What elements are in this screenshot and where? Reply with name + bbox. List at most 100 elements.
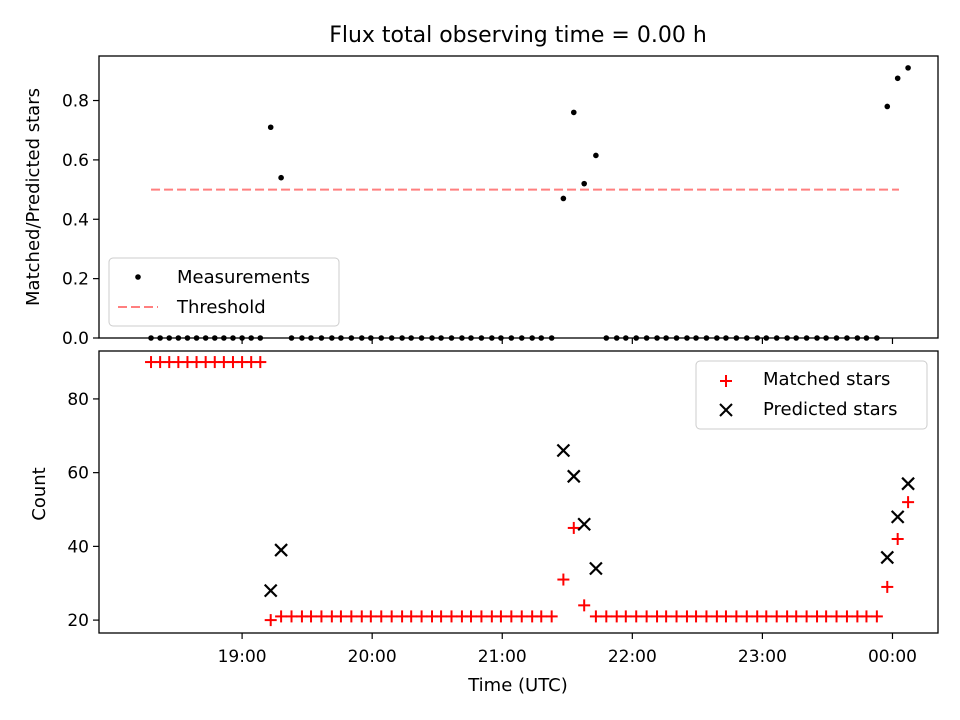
top-y-ticks: 0.0 0.2 0.4 0.6 0.8 xyxy=(62,92,99,349)
matched-stars-point xyxy=(881,580,894,593)
predicted-stars-point xyxy=(577,517,591,532)
x-tick-label: 00:00 xyxy=(868,647,917,667)
matched-stars-point xyxy=(545,610,558,623)
measurement-point xyxy=(581,180,587,187)
bottom-marks xyxy=(145,356,915,627)
matched-stars-point xyxy=(730,610,743,623)
matched-stars-point xyxy=(465,610,478,623)
top-y-axis-label: Matched/Predicted stars xyxy=(23,88,44,306)
legend-matched-marker xyxy=(720,375,732,387)
matched-stars-point xyxy=(640,610,653,623)
matched-stars-point xyxy=(415,610,428,623)
predicted-stars-point xyxy=(567,469,581,484)
matched-stars-point xyxy=(305,610,318,623)
predicted-stars-point xyxy=(263,583,278,598)
matched-stars-point xyxy=(254,356,267,369)
predicted-stars-point xyxy=(890,510,905,524)
bottom-axes-frame xyxy=(98,350,939,634)
matched-stars-point xyxy=(315,610,328,623)
matched-stars-point xyxy=(840,610,853,623)
y-tick-label: 0.0 xyxy=(62,329,89,349)
matched-stars-point xyxy=(589,610,602,623)
legend-threshold-label: Threshold xyxy=(176,297,266,318)
measurement-point xyxy=(884,103,891,110)
bottom-y-ticks: 20 40 60 80 xyxy=(67,390,99,631)
matched-stars-point xyxy=(567,521,580,534)
matched-stars-point xyxy=(660,610,673,623)
matched-stars-point xyxy=(619,610,632,623)
matched-stars-point xyxy=(435,610,448,623)
bottom-legend: Matched stars Predicted stars xyxy=(695,360,928,430)
matched-stars-point xyxy=(830,610,843,623)
matched-stars-point xyxy=(385,610,398,623)
bottom-legend-box xyxy=(695,360,928,430)
matched-stars-point xyxy=(445,610,458,623)
legend-measurements-marker xyxy=(135,274,141,280)
x-tick-label: 19:00 xyxy=(218,647,267,667)
matched-stars-point xyxy=(505,610,518,623)
top-legend: Measurements Threshold xyxy=(108,257,340,327)
matched-stars-point xyxy=(870,610,883,623)
y-tick-label: 80 xyxy=(67,390,89,410)
x-tick-label: 23:00 xyxy=(738,647,787,667)
bottom-y-axis-label: Count xyxy=(29,467,50,520)
legend-predicted-marker xyxy=(719,403,733,417)
y-tick-label: 0.4 xyxy=(62,210,89,230)
matched-stars-point xyxy=(285,610,298,623)
x-tick-label: 20:00 xyxy=(348,647,397,667)
matched-stars-point xyxy=(690,610,703,623)
predicted-stars-point xyxy=(274,543,288,557)
y-tick-label: 40 xyxy=(67,537,89,557)
predicted-stars-point xyxy=(880,550,895,565)
y-tick-label: 60 xyxy=(67,464,89,484)
chart-title: Flux total observing time = 0.00 h xyxy=(329,23,707,48)
measurement-point xyxy=(560,195,567,202)
matched-stars-point xyxy=(535,610,548,623)
measurement-point xyxy=(570,109,577,116)
y-tick-label: 0.6 xyxy=(62,151,89,171)
matched-stars-point xyxy=(770,610,783,623)
matched-stars-point xyxy=(700,610,713,623)
x-tick-label: 22:00 xyxy=(608,647,657,667)
measurement-point xyxy=(267,124,274,131)
predicted-stars-point xyxy=(556,443,571,458)
measurement-point xyxy=(894,75,901,82)
matched-stars-point xyxy=(364,610,377,623)
matched-stars-point xyxy=(494,610,507,623)
top-x-ticks xyxy=(241,338,894,344)
legend-predicted-label: Predicted stars xyxy=(763,399,897,420)
y-tick-label: 0.8 xyxy=(62,92,89,112)
matched-stars-point xyxy=(790,610,803,623)
matched-stars-point xyxy=(902,496,915,509)
matched-stars-point xyxy=(630,610,643,623)
matched-stars-point xyxy=(405,610,418,623)
matched-stars-point xyxy=(345,610,358,623)
top-axes-frame xyxy=(98,55,939,339)
matched-stars-point xyxy=(760,610,773,623)
predicted-stars-point xyxy=(901,476,915,491)
top-legend-box xyxy=(108,257,340,327)
matched-stars-point xyxy=(820,610,833,623)
bottom-x-ticks: 19:00 20:00 21:00 22:00 23:00 00:00 xyxy=(218,633,917,667)
matched-stars-point xyxy=(578,599,591,612)
x-axis-label: Time (UTC) xyxy=(467,675,568,696)
y-tick-label: 20 xyxy=(67,611,89,631)
matched-stars-point xyxy=(891,533,904,545)
x-tick-label: 21:00 xyxy=(478,647,527,667)
matched-stars-point xyxy=(800,610,813,623)
matched-stars-point xyxy=(475,610,488,623)
y-tick-label: 0.2 xyxy=(62,270,89,290)
matched-stars-point xyxy=(557,573,570,586)
matched-stars-point xyxy=(275,610,288,623)
matched-stars-point xyxy=(719,610,732,623)
matched-stars-point xyxy=(600,610,613,623)
matched-stars-point xyxy=(375,610,388,623)
predicted-stars-point xyxy=(589,561,603,576)
matched-stars-point xyxy=(334,610,347,623)
measurement-point xyxy=(278,174,284,181)
matched-stars-point xyxy=(670,610,683,623)
measurement-point xyxy=(905,65,911,71)
legend-matched-label: Matched stars xyxy=(763,369,890,390)
